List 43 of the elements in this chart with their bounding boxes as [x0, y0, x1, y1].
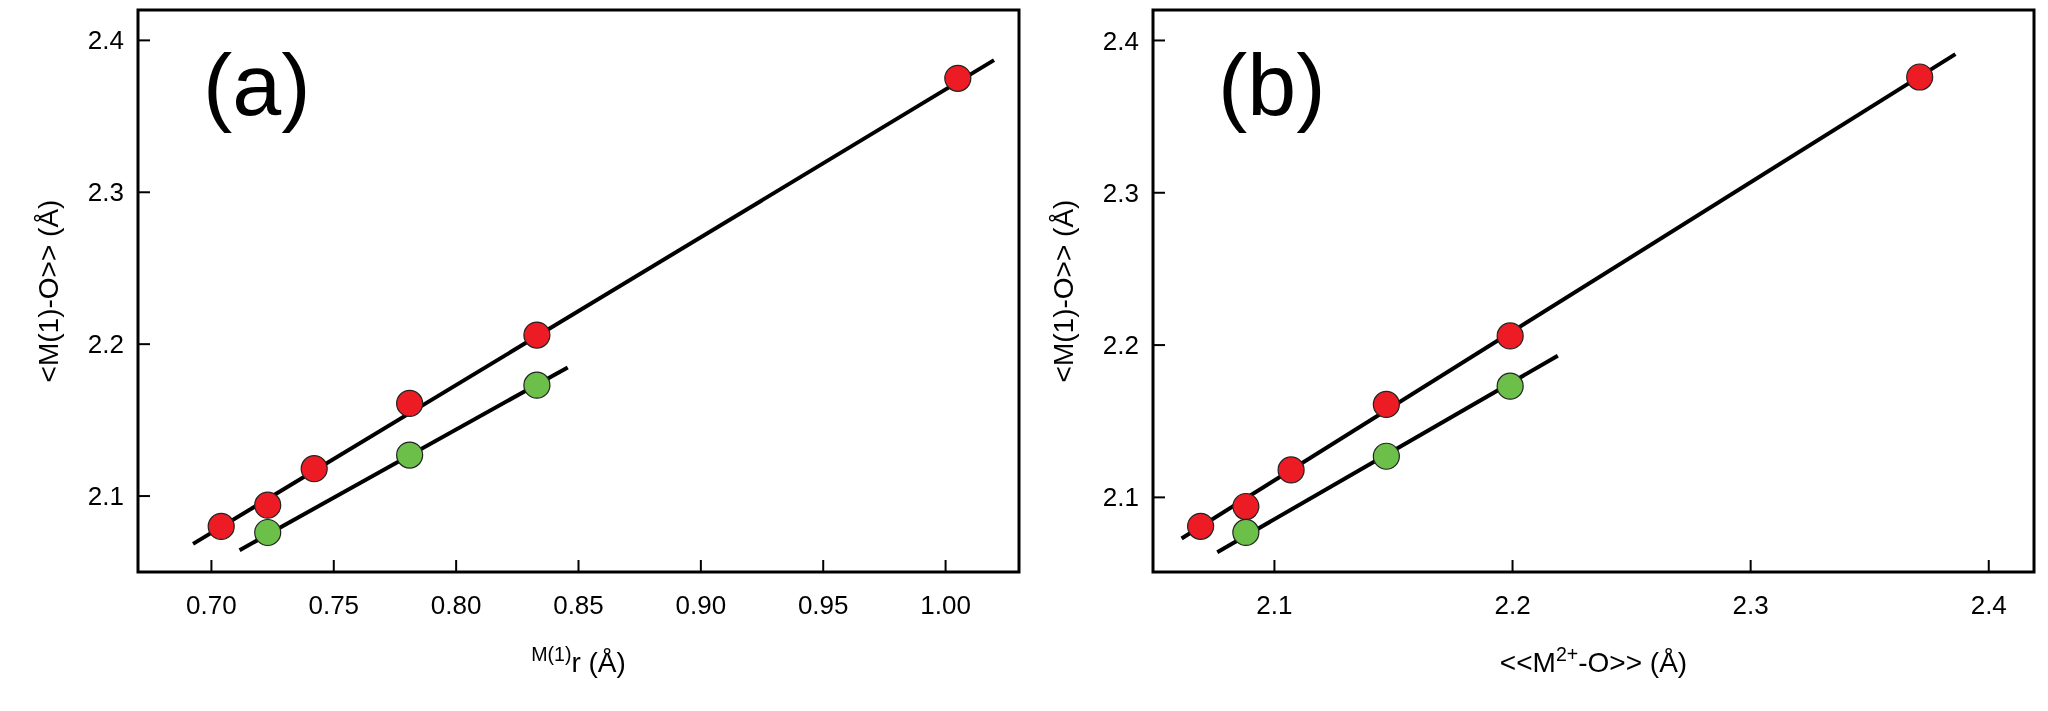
y-tick-label: 2.2 [87, 329, 124, 360]
x-tick-label: 0.85 [553, 590, 604, 620]
y-tick-label: 2.3 [87, 177, 124, 208]
y-axis-title: <M(1)-O>> (Å) [1048, 199, 1079, 383]
x-tick-label: 2.3 [1732, 590, 1769, 620]
point [1906, 63, 1934, 91]
x-axis-title: $^{M(1)}$r (Å) [531, 643, 626, 678]
x-tick-label: 2.4 [1970, 590, 2007, 620]
point [523, 371, 551, 399]
y-tick-label: 2.1 [1102, 482, 1139, 513]
y-tick-label: 2.3 [1102, 177, 1139, 208]
point [944, 64, 972, 92]
x-tick-label: 1.00 [920, 590, 971, 620]
y-tick-label: 2.2 [1102, 330, 1139, 361]
x-tick-label: 0.80 [430, 590, 482, 620]
annotation: (a) [203, 35, 311, 134]
point [1372, 390, 1400, 419]
y-tick-label: 2.1 [87, 481, 124, 512]
point [1496, 372, 1524, 400]
x-tick-label: 0.90 [675, 590, 727, 620]
x-axis-title: <<M$^{2+}$-O>> (Å) [1499, 643, 1688, 678]
y-tick-label: 2.4 [87, 25, 124, 56]
point [1187, 512, 1215, 540]
point [1277, 456, 1305, 484]
x-tick-label: 0.70 [186, 590, 237, 620]
annotation: (b) [1218, 35, 1326, 134]
y-axis-title: <M(1)-O>> (Å) [33, 199, 64, 383]
x-tick-label: 0.75 [308, 590, 360, 620]
y-tick-label: 2.4 [1102, 25, 1139, 56]
point [396, 441, 424, 469]
point [254, 491, 282, 519]
point [1232, 492, 1260, 521]
x-tick-label: 2.2 [1494, 590, 1531, 620]
point [396, 389, 424, 417]
x-tick-label: 0.95 [797, 590, 849, 620]
x-tick-label: 2.1 [1256, 590, 1293, 620]
point [1372, 442, 1400, 470]
point [207, 512, 235, 541]
point [1496, 322, 1524, 350]
point [254, 518, 282, 547]
point [523, 321, 551, 349]
point [300, 455, 328, 483]
point [1232, 518, 1260, 546]
